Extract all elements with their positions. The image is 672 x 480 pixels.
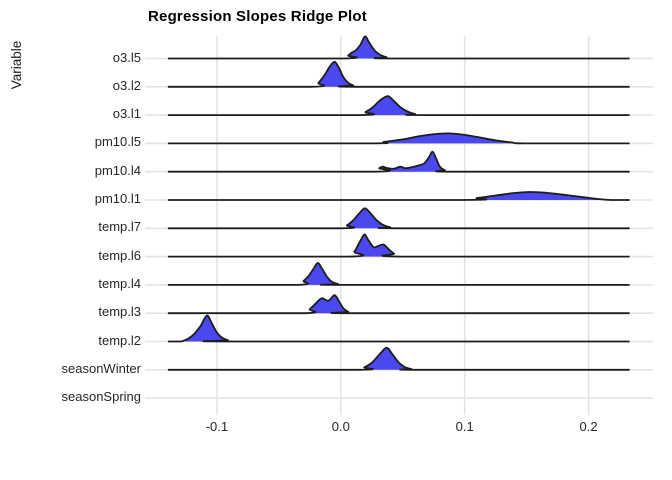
x-axis-label-0.0: 0.0 — [331, 419, 350, 434]
ridge-o3.l2 — [167, 60, 630, 88]
y-axis-label-temp.l4: temp.l4 — [98, 275, 141, 291]
ridge-o3.l1 — [167, 95, 630, 117]
y-axis-label-temp.l6: temp.l6 — [98, 247, 141, 263]
y-axis-label-temp.l3: temp.l3 — [98, 304, 141, 320]
y-axis-label-seasonWinter: seasonWinter — [61, 360, 141, 376]
y-axis-label-o3.l1: o3.l1 — [112, 106, 141, 122]
x-axis-label-0.1: 0.1 — [455, 419, 474, 434]
y-axis-label-o3.l2: o3.l2 — [112, 77, 141, 93]
ridge-temp.l4 — [167, 262, 630, 286]
y-axis-label-temp.l2: temp.l2 — [98, 332, 141, 348]
chart-title: Regression Slopes Ridge Plot — [148, 8, 367, 25]
ridge-pm10.l5 — [167, 132, 630, 145]
y-axis-label-seasonSpring: seasonSpring — [61, 389, 142, 405]
y-axis-label-pm10.l4: pm10.l4 — [94, 162, 141, 178]
ridge-temp.l2 — [167, 314, 630, 343]
y-axis-label-pm10.l1: pm10.l1 — [94, 191, 141, 206]
ridge-temp.l3 — [167, 294, 630, 315]
x-axis-label--0.1: -0.1 — [205, 419, 229, 434]
y-axis-label-o3.l5: o3.l5 — [112, 49, 141, 65]
ridge-o3.l5 — [167, 35, 630, 60]
y-axis-label-temp.l7: temp.l7 — [98, 219, 141, 235]
y-axis-label-pm10.l5: pm10.l5 — [94, 134, 141, 150]
ridge-pm10.l1 — [167, 191, 630, 201]
ridge-temp.l7 — [167, 207, 630, 230]
x-axis-label-0.2: 0.2 — [579, 419, 598, 434]
ridge-seasonWinter — [167, 346, 630, 371]
ridge-pm10.l4 — [167, 150, 630, 173]
ridge-temp.l6 — [167, 233, 630, 258]
